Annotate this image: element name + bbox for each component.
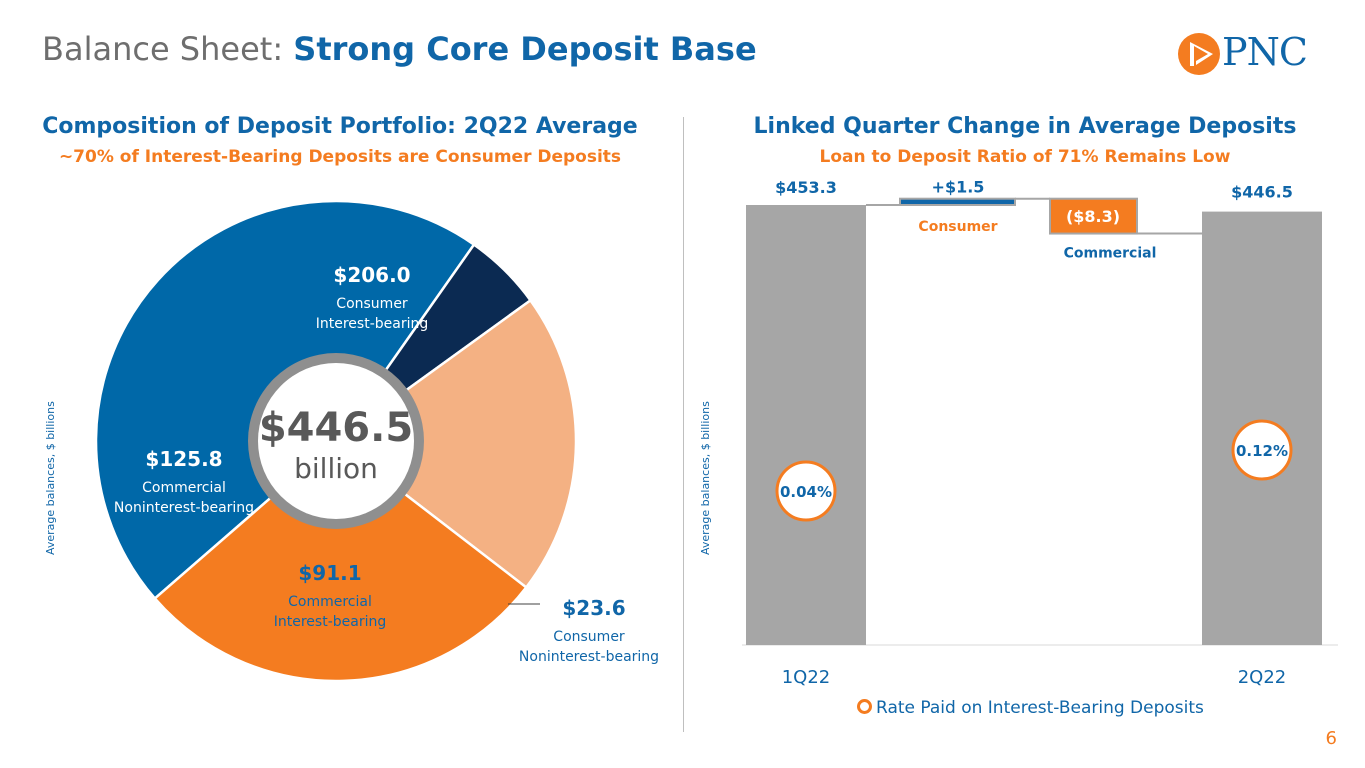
bar-value-label: +$1.5	[932, 180, 985, 197]
left-panel-title: Composition of Deposit Portfolio: 2Q22 A…	[42, 114, 638, 139]
slice-value-label: $125.8	[145, 447, 222, 471]
pnc-logo-icon	[1178, 33, 1220, 75]
rate-label: 0.04%	[780, 483, 832, 501]
legend-label: Rate Paid on Interest-Bearing Deposits	[876, 698, 1204, 718]
pnc-logo-text: PNC	[1222, 30, 1308, 74]
slice-name-label: Noninterest-bearing	[114, 500, 254, 516]
bar-value-label: ($8.3)	[1066, 207, 1120, 226]
right-panel-subtitle: Loan to Deposit Ratio of 71% Remains Low	[819, 147, 1231, 167]
title-prefix: Balance Sheet:	[42, 30, 294, 68]
slice-name-label: Interest-bearing	[316, 316, 429, 332]
center-hole	[258, 363, 414, 519]
x-tick-label: 2Q22	[1238, 667, 1287, 688]
center-value: $446.5	[259, 405, 413, 451]
x-tick-label: 1Q22	[782, 667, 831, 688]
rate-marker	[775, 460, 837, 522]
slice-value-label: $23.6	[562, 596, 625, 620]
page-title: Balance Sheet: Strong Core Deposit Base	[42, 30, 757, 68]
bar-consumer-delta	[899, 197, 1016, 207]
bar-value-label: $453.3	[775, 180, 837, 197]
slice-value-label: $91.1	[298, 561, 361, 585]
panel-divider	[683, 117, 684, 732]
chart-legend: Rate Paid on Interest-Bearing Deposits	[857, 698, 1204, 718]
category-label: Consumer	[918, 219, 997, 235]
rate-marker-legend-icon	[857, 698, 872, 714]
waterfall-chart: $453.3 +$1.5 ($8.3) $446.5 Consumer Comm…	[742, 180, 1338, 688]
rate-label: 0.12%	[1236, 442, 1288, 460]
slice-value-label: $206.0	[333, 263, 410, 287]
bar-1q22	[746, 205, 866, 645]
rate-marker	[1231, 419, 1293, 481]
slice-name-label: Consumer	[553, 629, 625, 645]
title-main: Strong Core Deposit Base	[293, 30, 757, 68]
slice-name-label: Noninterest-bearing	[519, 649, 659, 665]
left-panel-subtitle: ~70% of Interest-Bearing Deposits are Co…	[58, 147, 622, 167]
right-panel-title: Linked Quarter Change in Average Deposit…	[753, 114, 1297, 139]
slice-name-label: Interest-bearing	[274, 614, 387, 630]
slice-name-label: Commercial	[288, 594, 372, 610]
category-label: Commercial	[1064, 246, 1157, 262]
bar-commercial-delta	[1049, 197, 1138, 235]
slice-name-label: Consumer	[336, 296, 408, 312]
center-unit: billion	[294, 452, 378, 485]
page-number: 6	[1325, 728, 1337, 749]
deposit-donut-chart: $446.5 billion $206.0 Consumer Interest-…	[94, 199, 659, 683]
slice-name-label: Commercial	[142, 480, 226, 496]
bar-value-label: $446.5	[1231, 183, 1293, 202]
